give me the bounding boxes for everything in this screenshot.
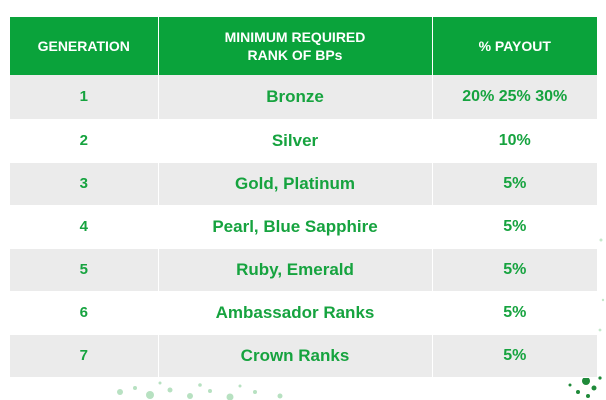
generation-cell: 2 <box>10 119 159 163</box>
payout-cell: 5% <box>432 162 597 206</box>
rank-cell: Silver <box>158 119 433 163</box>
header-rank-line2: RANK OF BPs <box>247 47 343 63</box>
payout-cell: 20% 25% 30% <box>432 75 597 120</box>
table-row: 4 Pearl, Blue Sapphire 5% <box>10 205 597 249</box>
header-payout: % PAYOUT <box>478 38 551 54</box>
rank-cell: Bronze <box>158 75 433 120</box>
payout-cell: 5% <box>432 248 597 292</box>
generation-payout-table: GENERATION MINIMUM REQUIRED RANK OF BPs … <box>10 17 597 378</box>
rank-cell: Pearl, Blue Sapphire <box>158 205 433 249</box>
rank-cell: Gold, Platinum <box>158 162 433 206</box>
generation-cell: 1 <box>10 75 159 120</box>
payout-cell: 5% <box>432 291 597 335</box>
rank-cell: Ambassador Ranks <box>158 291 433 335</box>
table-row: 1 Bronze 20% 25% 30% <box>10 75 597 120</box>
generation-cell: 3 <box>10 162 159 206</box>
table-header: GENERATION MINIMUM REQUIRED RANK OF BPs … <box>10 17 597 75</box>
table-row: 6 Ambassador Ranks 5% <box>10 291 597 335</box>
payout-cell: 5% <box>432 334 597 378</box>
rank-cell: Crown Ranks <box>158 334 433 378</box>
generation-cell: 4 <box>10 205 159 249</box>
generation-cell: 7 <box>10 334 159 378</box>
table-row: 5 Ruby, Emerald 5% <box>10 248 597 292</box>
header-rank-line1: MINIMUM REQUIRED <box>224 29 366 45</box>
table-body: 1 Bronze 20% 25% 30% 2 Silver 10% 3 Gold… <box>10 75 597 378</box>
header-generation: GENERATION <box>10 17 159 75</box>
table-row: 3 Gold, Platinum 5% <box>10 162 597 206</box>
table-row: 7 Crown Ranks 5% <box>10 334 597 378</box>
generation-cell: 6 <box>10 291 159 335</box>
payout-cell: 5% <box>432 205 597 249</box>
generation-cell: 5 <box>10 248 159 292</box>
table-row: 2 Silver 10% <box>10 119 597 163</box>
header-row: GENERATION MINIMUM REQUIRED RANK OF BPs … <box>10 17 597 75</box>
header-minimum-required-rank: MINIMUM REQUIRED RANK OF BPs <box>158 17 433 75</box>
rank-cell: Ruby, Emerald <box>158 248 433 292</box>
payout-cell: 10% <box>432 119 597 163</box>
